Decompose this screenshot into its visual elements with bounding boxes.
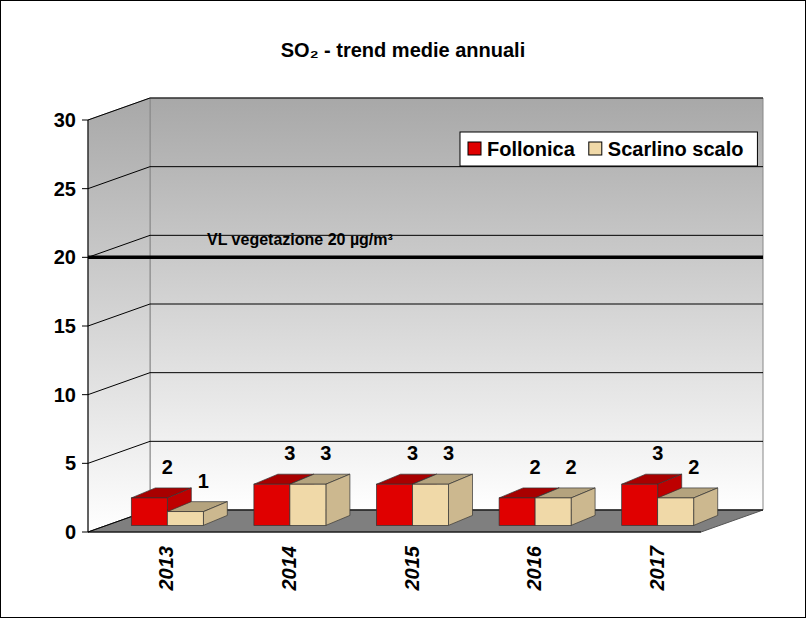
tick-label: 5 bbox=[65, 452, 76, 474]
bar bbox=[413, 484, 449, 525]
category-label: 2015 bbox=[401, 545, 423, 591]
bar-side bbox=[694, 488, 718, 525]
legend-swatch bbox=[468, 142, 481, 155]
grid-line bbox=[88, 98, 150, 120]
frame bbox=[1, 1, 806, 618]
x-axis bbox=[88, 532, 701, 533]
tick-label: 30 bbox=[54, 109, 76, 131]
bar-side bbox=[449, 474, 473, 525]
grid-line bbox=[88, 235, 150, 257]
bar-side bbox=[571, 488, 595, 525]
grid-line bbox=[150, 441, 763, 442]
tick bbox=[82, 394, 88, 395]
bar bbox=[167, 512, 203, 526]
legend-swatch bbox=[589, 142, 602, 155]
tick bbox=[82, 326, 88, 327]
legend: Follonica Scarlino scalo bbox=[460, 132, 757, 166]
chart: SO₂ - trend medie annuali 0 5 10 15 20 25 30 VL … bbox=[0, 0, 806, 618]
data-label: 3 bbox=[320, 442, 331, 464]
bar bbox=[290, 484, 326, 525]
grid-line bbox=[88, 373, 150, 395]
data-label: 2 bbox=[688, 456, 699, 478]
category-label: 2016 bbox=[523, 545, 545, 591]
bars bbox=[131, 474, 717, 525]
tick-label: 10 bbox=[54, 384, 76, 406]
data-label: 3 bbox=[284, 442, 295, 464]
tick bbox=[82, 188, 88, 189]
data-label: 2 bbox=[530, 456, 541, 478]
bar bbox=[131, 498, 167, 525]
back-wall bbox=[150, 98, 763, 510]
bar bbox=[622, 484, 658, 525]
bar-side bbox=[203, 502, 227, 526]
bar bbox=[535, 498, 571, 525]
title: SO₂ - trend medie annuali bbox=[281, 39, 525, 61]
bar bbox=[499, 498, 535, 525]
data-label: 2 bbox=[162, 456, 173, 478]
tick-label: 20 bbox=[54, 246, 76, 268]
bar bbox=[658, 498, 694, 525]
side-wall bbox=[88, 98, 150, 532]
grid-line bbox=[88, 304, 150, 326]
tick-label: 25 bbox=[54, 178, 76, 200]
category-label: 2017 bbox=[646, 545, 668, 591]
threshold-label: VL vegetazione 20 µg/m³ bbox=[207, 231, 393, 248]
tick-label: 15 bbox=[54, 315, 76, 337]
data-label: 3 bbox=[652, 442, 663, 464]
tick bbox=[82, 120, 88, 121]
category-label: 2013 bbox=[155, 546, 177, 592]
data-label: 3 bbox=[407, 442, 418, 464]
grid-line bbox=[150, 304, 763, 305]
legend-label: Scarlino scalo bbox=[608, 138, 744, 160]
category-label: 2014 bbox=[278, 546, 300, 592]
tick bbox=[82, 463, 88, 464]
y-axis bbox=[88, 120, 89, 532]
legend-box bbox=[460, 132, 757, 166]
grid-line bbox=[150, 98, 763, 99]
grid-line bbox=[150, 372, 763, 373]
tick bbox=[82, 257, 88, 258]
data-label: 2 bbox=[566, 456, 577, 478]
bar bbox=[254, 484, 290, 525]
bar bbox=[377, 484, 413, 525]
tick-label: 0 bbox=[65, 521, 76, 543]
threshold-line bbox=[88, 256, 763, 260]
bar-side bbox=[326, 474, 350, 525]
grid-line bbox=[88, 441, 150, 463]
data-label: 3 bbox=[443, 442, 454, 464]
tick bbox=[82, 532, 88, 533]
data-label: 1 bbox=[198, 470, 209, 492]
legend-label: Follonica bbox=[487, 138, 576, 160]
grid-line bbox=[88, 167, 150, 189]
